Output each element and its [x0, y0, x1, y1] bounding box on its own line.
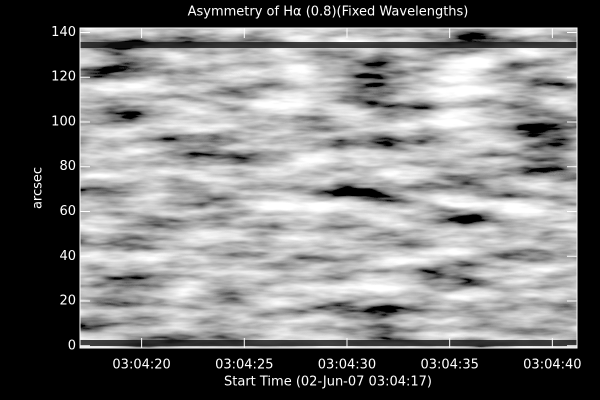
plot-frame — [79, 27, 578, 349]
y-tick-label: 120 — [51, 70, 76, 85]
y-tick-label: 140 — [51, 25, 76, 40]
image-bottom-band — [80, 340, 577, 346]
y-tick-label: 20 — [59, 294, 76, 309]
y-tick-label: 40 — [59, 249, 76, 264]
x-tick-label: 03:04:40 — [523, 358, 581, 373]
y-axis-label: arcsec — [31, 167, 46, 209]
image-top-band — [80, 42, 577, 48]
y-tick-label: 0 — [68, 338, 76, 353]
x-axis-label: Start Time (02-Jun-07 03:04:17) — [224, 375, 432, 390]
x-tick-label: 03:04:35 — [420, 358, 478, 373]
x-tick-label: 03:04:30 — [318, 358, 376, 373]
chart-title: Asymmetry of Hα (0.8)(Fixed Wavelengths) — [188, 5, 469, 20]
y-tick-label: 60 — [59, 204, 76, 219]
y-tick-label: 80 — [59, 159, 76, 174]
x-tick-label: 03:04:20 — [112, 358, 170, 373]
y-tick-label: 100 — [51, 114, 76, 129]
image-raster — [80, 28, 577, 348]
x-tick-label: 03:04:25 — [215, 358, 273, 373]
image — [80, 28, 577, 348]
